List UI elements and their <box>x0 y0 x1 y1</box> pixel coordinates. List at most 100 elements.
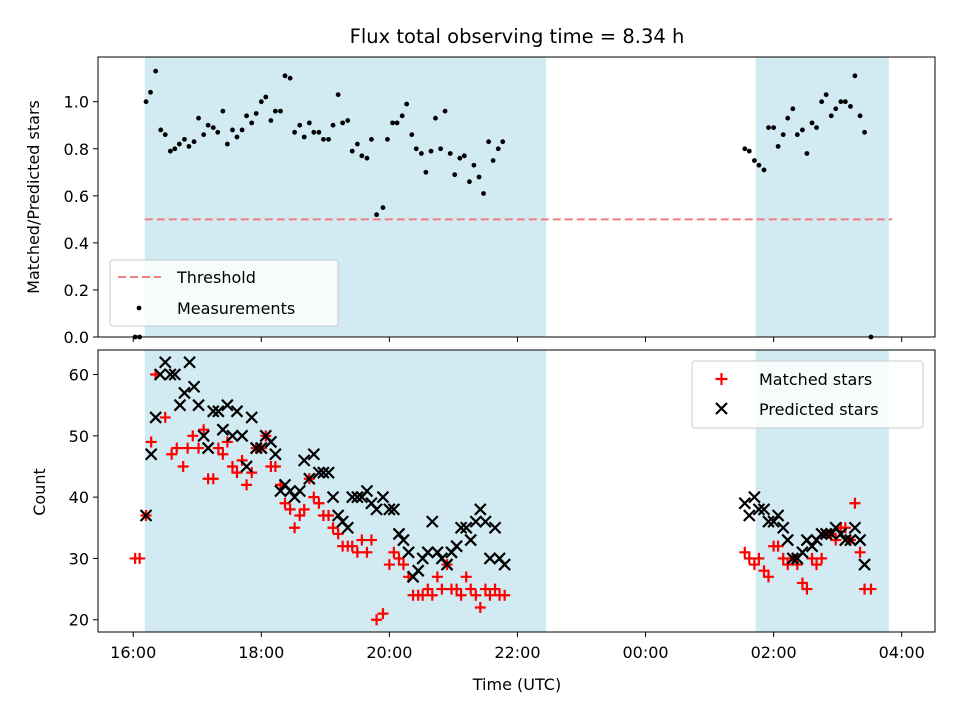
measurement-point <box>148 89 153 95</box>
matched-star-point <box>308 491 320 503</box>
predicted-star-point <box>488 521 502 535</box>
matched-star-point <box>145 436 157 448</box>
matched-star-point <box>743 552 755 564</box>
matched-star-point <box>171 442 183 454</box>
predicted-star-point <box>479 515 492 528</box>
measurement-point <box>752 158 757 163</box>
predicted-legend-label: Predicted stars <box>759 400 879 419</box>
predicted-star-point <box>757 503 771 516</box>
y-tick-label: 0.4 <box>64 234 89 253</box>
measurement-point <box>239 127 245 133</box>
predicted-star-point <box>469 515 483 528</box>
matched-star-point <box>361 546 373 558</box>
predicted-star-point <box>269 447 282 461</box>
matched-star-point <box>217 448 229 460</box>
predicted-star-point <box>293 484 307 498</box>
predicted-star-point <box>387 503 401 516</box>
predicted-star-point <box>819 527 833 541</box>
measurement-point <box>809 120 815 126</box>
matched-star-point <box>791 559 803 571</box>
measurement-point <box>316 129 322 135</box>
measurement-point <box>301 134 307 140</box>
predicted-star-point <box>226 429 239 443</box>
y-tick-label: 40 <box>69 488 89 507</box>
predicted-star-point <box>312 466 326 479</box>
measurement-point <box>857 113 863 119</box>
measurement-point <box>335 92 341 98</box>
predicted-star-point <box>796 546 809 559</box>
measurement-point <box>862 129 867 135</box>
measurement-point <box>287 75 293 81</box>
measurement-point <box>419 151 424 156</box>
measurement-point <box>790 106 796 112</box>
predicted-star-point <box>139 509 153 522</box>
matched-star-point <box>246 467 258 479</box>
measurement-point <box>780 132 786 138</box>
matched-star-point <box>436 583 448 595</box>
measurement-point <box>244 113 249 119</box>
predicted-star-point <box>326 490 340 504</box>
predicted-star-point <box>153 368 167 381</box>
predicted-star-point <box>235 429 249 443</box>
y-tick-label: 0.2 <box>64 281 89 300</box>
x-tick-label: 16:00 <box>110 643 156 662</box>
predicted-star-point <box>858 558 871 571</box>
matched-star-point <box>313 497 325 509</box>
predicted-star-point <box>264 435 278 449</box>
matched-star-point <box>865 583 877 595</box>
matched-star-point <box>298 503 310 515</box>
predicted-star-point <box>331 509 345 522</box>
predicted-star-point <box>839 533 852 547</box>
predicted-star-point <box>402 546 415 559</box>
measurement-point <box>476 174 482 180</box>
predicted-star-point <box>201 441 215 455</box>
matched-star-point <box>839 522 851 534</box>
y-tick-label: 0.0 <box>64 328 89 347</box>
measurement-point <box>191 139 197 145</box>
predicted-star-point <box>805 539 819 553</box>
predicted-star-point <box>245 411 258 424</box>
measurement-point <box>153 68 159 74</box>
x-axis-label: Time (UTC) <box>472 675 561 694</box>
measurement-point <box>756 162 762 168</box>
x-tick-label: 04:00 <box>879 643 925 662</box>
predicted-star-point <box>781 533 794 547</box>
predicted-star-point <box>158 355 172 369</box>
matched-star-point <box>431 571 443 583</box>
predicted-star-point <box>426 515 439 528</box>
matched-star-point <box>182 442 194 454</box>
y-tick-label: 1.0 <box>64 93 89 112</box>
predicted-star-point <box>421 546 435 559</box>
measurement-point <box>828 113 834 119</box>
predicted-stars-points <box>139 355 871 584</box>
predicted-star-point <box>192 398 205 412</box>
top-y-axis-label: Matched/Predicted stars <box>24 100 43 294</box>
predicted-star-point <box>178 386 191 400</box>
matched-star-point <box>193 442 205 454</box>
measurement-point <box>471 162 477 168</box>
matched-star-point <box>207 473 219 485</box>
bottom-y-axis-label: Count <box>30 468 49 516</box>
measurement-point <box>176 141 182 147</box>
matched-star-point <box>346 540 358 552</box>
predicted-star-point <box>376 490 390 504</box>
measurement-point <box>761 167 767 173</box>
matched-star-point <box>159 411 171 423</box>
measurement-point <box>292 129 298 135</box>
y-tick-label: 50 <box>69 427 89 446</box>
measurement-point <box>374 212 379 218</box>
measurement-point <box>282 73 288 79</box>
predicted-star-point <box>762 515 775 528</box>
measurement-point <box>852 73 858 79</box>
predicted-star-point <box>212 405 225 418</box>
matched-star-point <box>489 583 501 595</box>
predicted-star-point <box>440 558 454 571</box>
measurement-point <box>785 115 791 121</box>
measurement-point <box>500 139 506 145</box>
measurement-point <box>326 136 331 142</box>
measurement-point <box>330 122 336 128</box>
predicted-star-point <box>383 503 396 516</box>
measurement-point <box>186 144 192 149</box>
matched-star-point <box>198 424 210 436</box>
matched-star-point <box>854 546 866 558</box>
